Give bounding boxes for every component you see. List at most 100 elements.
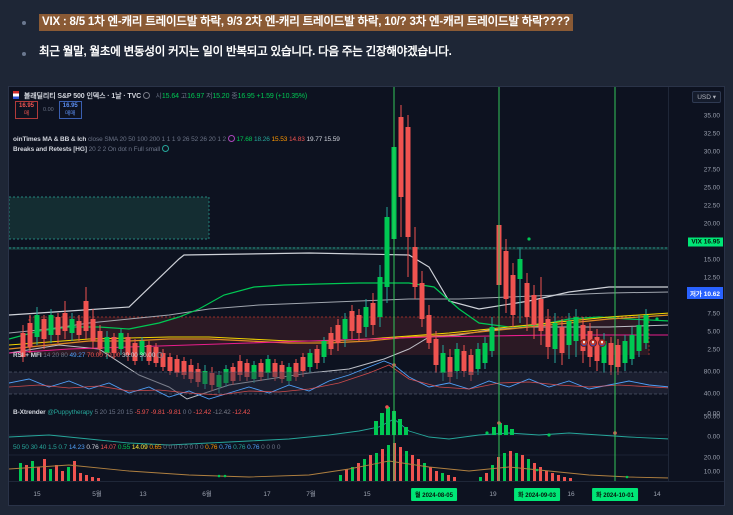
- note-text-vix: VIX : 8/5 1차 엔-캐리 트레이드발 하락, 9/3 2차 엔-캐리 …: [39, 14, 573, 31]
- price-tick: 15.00: [703, 256, 720, 264]
- symbol-legend[interactable]: 볼래딜리티 S&P 500 인덱스 · 1날 · TVC 시15.64 고16.…: [13, 91, 307, 101]
- volume-indicator-legend[interactable]: 50 50 30 40 1.5 0.7 14.23 0.76 14.07 0.5…: [13, 444, 280, 451]
- ma-value-4: 14.83: [289, 136, 305, 143]
- volume-tick: 20.00: [703, 454, 720, 462]
- xtrender-tick: 0.00: [707, 433, 720, 441]
- time-badge-event-3[interactable]: 화 2024-10-01: [592, 488, 638, 501]
- price-axis[interactable]: USD ▾ 35.00 32.50 30.00 27.50 25.00 22.5…: [668, 87, 724, 505]
- price-tick: 22.50: [703, 202, 720, 210]
- time-tick: 16: [567, 491, 575, 498]
- volume-value-14: 0: [199, 444, 204, 451]
- xtrender-indicator-name[interactable]: B-Xtrender: [13, 409, 46, 416]
- low-label: 저: [206, 93, 213, 100]
- flag-marker-icon[interactable]: [589, 339, 597, 347]
- volume-value-2: 0.76: [86, 444, 99, 451]
- settings-circle-icon[interactable]: [227, 135, 235, 142]
- time-axis[interactable]: 15 5월 13 6월 17 7월 15 19 16 14 월 2024-08-…: [9, 481, 724, 505]
- chart-canvas: [9, 87, 670, 482]
- high-label: 고: [180, 93, 188, 100]
- flag-marker-icon[interactable]: [598, 339, 606, 347]
- volume-value-8: 0: [168, 444, 173, 451]
- breaks-indicator-name[interactable]: Breaks and Retests [HG]: [13, 146, 87, 153]
- change-percent: (+10.35%): [275, 93, 308, 100]
- note-row: 최근 월말, 월초에 변동성이 커지는 일이 반복되고 있습니다. 다음 주는 …: [22, 45, 733, 60]
- xtrender-tick: 50.00: [703, 413, 720, 421]
- visibility-eye-icon[interactable]: [143, 92, 150, 99]
- xtrender-value-6: -12.42: [193, 409, 212, 416]
- volume-value-7: 0: [163, 444, 167, 451]
- low-price-badge[interactable]: 저가 10.62: [686, 287, 723, 299]
- volume-value-11: 0: [184, 444, 188, 451]
- xtrender-value-5: 0: [188, 409, 192, 416]
- bullet-icon: [22, 21, 26, 25]
- rsi-value-5: 30.00: [139, 352, 156, 359]
- xtrender-value-7: -12.42: [212, 409, 231, 416]
- high-value: 16.97: [187, 93, 205, 100]
- vix-price-badge[interactable]: VIX 16.95: [688, 237, 723, 247]
- time-tick: 6월: [202, 491, 212, 498]
- volume-value-5: 14.09: [131, 444, 148, 451]
- rsi-indicator-params: 14 20 80: [43, 352, 68, 359]
- event-flag-markers[interactable]: [580, 339, 606, 347]
- ma-indicator-name[interactable]: oinTimes MA & BB & Ich: [13, 136, 87, 143]
- time-tick: 5월: [92, 491, 102, 498]
- flag-marker-icon[interactable]: [580, 339, 588, 347]
- tradingview-chart-window[interactable]: 볼래딜리티 S&P 500 인덱스 · 1날 · TVC 시15.64 고16.…: [8, 86, 725, 506]
- volume-value-10: 0: [179, 444, 183, 451]
- buy-sell-panel[interactable]: 16.95 매 0.00 16.95 매매: [15, 101, 82, 120]
- volume-value-22: 0: [276, 444, 281, 451]
- chart-plot-area[interactable]: 볼래딜리티 S&P 500 인덱스 · 1날 · TVC 시15.64 고16.…: [9, 87, 670, 505]
- price-tick: 32.50: [703, 130, 720, 138]
- time-badge-event-1[interactable]: 월 2024-08-05: [411, 488, 457, 501]
- gear-icon[interactable]: [157, 352, 163, 358]
- sell-value: 16.95: [19, 103, 35, 109]
- volume-value-15: 0.76: [205, 444, 218, 451]
- sell-box[interactable]: 16.95 매: [15, 101, 39, 120]
- rsi-indicator-name[interactable]: RSI + MFI: [13, 352, 42, 359]
- ma-value-2: 18.26: [254, 136, 270, 143]
- ma-value-6: 15.59: [324, 136, 340, 143]
- volume-value-6: 0.65: [149, 444, 162, 451]
- xtrender-indicator-legend[interactable]: B-Xtrender @Puppytherapy 5 20 15 20 15 -…: [13, 409, 250, 416]
- rsi-value-1: 49.27: [69, 352, 86, 359]
- volume-value-17: 0.76: [233, 444, 246, 451]
- xtrender-value-4: 0: [182, 409, 187, 416]
- time-tick: 19: [489, 491, 497, 498]
- close-label: 종: [231, 93, 238, 100]
- rsi-indicator-legend[interactable]: RSI + MFI 14 20 80 49.27 70.00 70.00 30.…: [13, 352, 163, 359]
- vix-badge-value: 16.95: [703, 238, 720, 246]
- xtrender-value-3: -9.81: [166, 409, 182, 416]
- sell-label: 매: [23, 110, 30, 117]
- ma-indicator-legend[interactable]: oinTimes MA & BB & Ich close SMA 20 50 1…: [13, 135, 340, 143]
- xtrender-value-2: -9.81: [150, 409, 166, 416]
- volume-value-21: 0: [271, 444, 276, 451]
- rsi-tick: 0.00: [707, 410, 720, 418]
- volume-value-18: 0.76: [247, 444, 260, 451]
- rsi-tick: 40.00: [703, 390, 720, 398]
- volume-value-13: 0: [194, 444, 199, 451]
- breaks-indicator-legend[interactable]: Breaks and Retests [HG] 20 2 2 On dot n …: [13, 145, 169, 153]
- currency-selector[interactable]: USD ▾: [692, 91, 721, 103]
- buy-box[interactable]: 16.95 매매: [58, 101, 82, 120]
- volume-value-4: 0.55: [117, 444, 131, 451]
- ma-indicator-params: close SMA 20 50 100 200 1 1 1 9 26 52 26…: [88, 136, 227, 143]
- currency-label: USD: [697, 94, 711, 101]
- price-tick: 27.50: [703, 166, 720, 174]
- time-tick: 14: [653, 491, 661, 498]
- price-tick: 2.50: [707, 346, 720, 354]
- rsi-value-3: 70.00: [104, 352, 121, 359]
- ma-value-5: 19.77: [306, 136, 323, 143]
- volume-value-9: 0: [173, 444, 178, 451]
- volume-value-3: 14.07: [100, 444, 117, 451]
- candlestick-series: [20, 105, 659, 393]
- close-value: 16.95: [237, 93, 255, 100]
- open-value: 15.64: [161, 93, 179, 100]
- price-tick: 5.00: [707, 328, 720, 336]
- symbol-title[interactable]: 볼래딜리티 S&P 500 인덱스 · 1날 · TVC: [23, 93, 142, 100]
- price-tick: 35.00: [703, 112, 720, 120]
- spread-value: 0.00: [43, 107, 54, 114]
- info-circle-icon[interactable]: [161, 145, 169, 152]
- rsi-value-2: 70.00: [87, 352, 103, 359]
- xtrender-author[interactable]: @Puppytherapy: [47, 409, 93, 416]
- time-badge-event-2[interactable]: 화 2024-09-03: [514, 488, 560, 501]
